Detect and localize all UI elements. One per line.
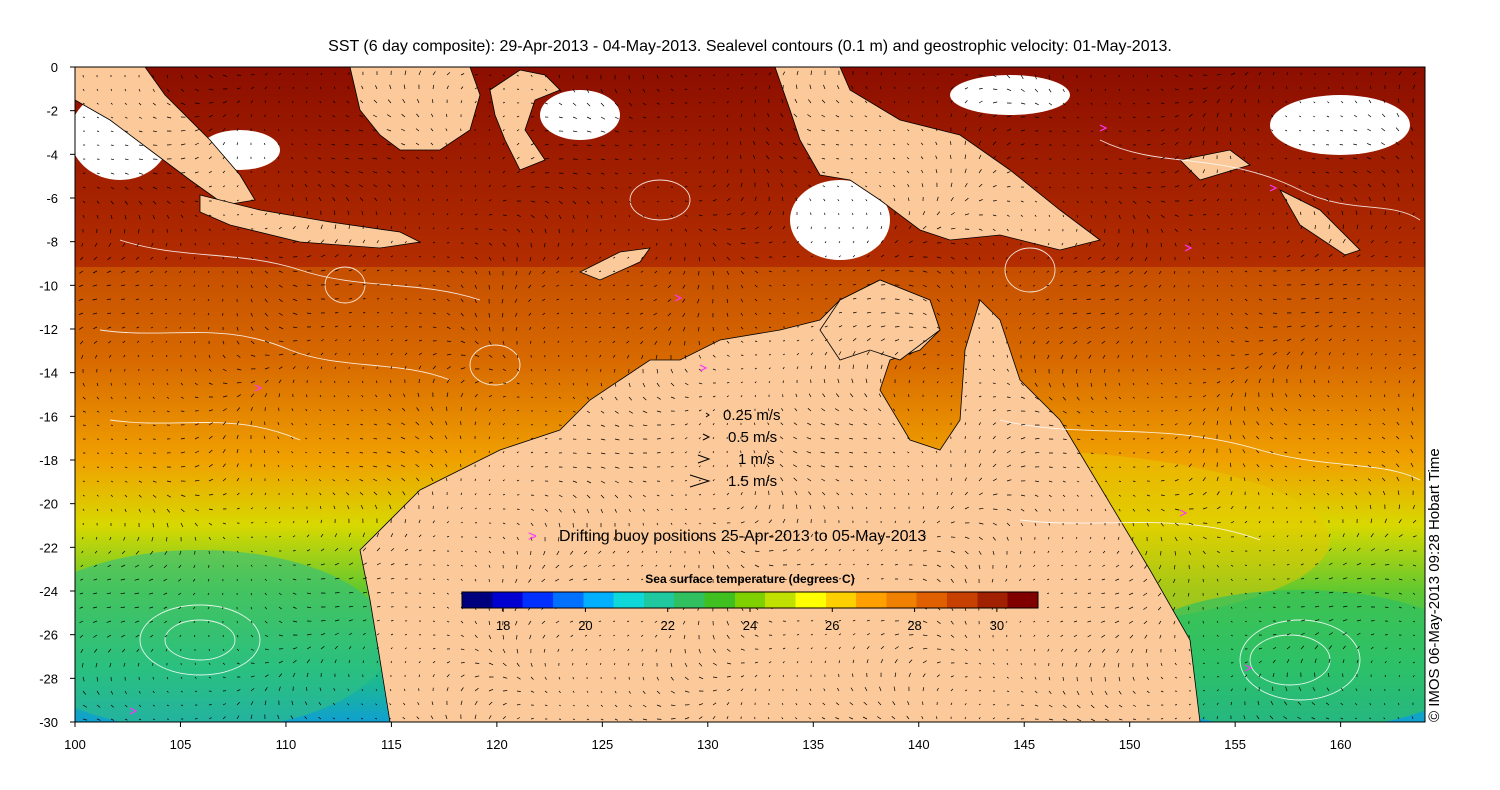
map-frame: [74, 66, 1426, 723]
colorbar-title: Sea surface temperature (degrees C): [645, 572, 854, 586]
x-tick-label: 145: [1013, 737, 1035, 752]
buoy-legend: > Drifting buoy positions 25-Apr-2013 to…: [528, 528, 926, 545]
x-tick-label: 130: [697, 737, 719, 752]
map-area: [75, 67, 1425, 722]
x-tick-label: 140: [908, 737, 930, 752]
sealevel-contours: [99, 139, 1421, 701]
y-tick-label: -10: [39, 278, 58, 293]
y-tick-label: -2: [46, 104, 58, 119]
x-tick-label: 100: [64, 737, 86, 752]
y-tick-label: -16: [39, 409, 58, 424]
y-tick-label: -4: [46, 147, 58, 162]
colorbar-tick-label: 22: [660, 618, 674, 633]
land-java: [199, 194, 422, 249]
x-tick-label: 135: [802, 737, 824, 752]
x-tick-label: 120: [486, 737, 508, 752]
colorbar-tick-label: 18: [496, 618, 510, 633]
land-arnhem: [819, 279, 941, 361]
y-tick-label: -26: [39, 628, 58, 643]
land-timor: [579, 247, 651, 281]
colorbar-tick-label: 20: [578, 618, 592, 633]
y-tick-label: 0: [51, 60, 58, 75]
velocity-arrow-1: [697, 454, 711, 464]
land-solomons: [1278, 189, 1361, 256]
velocity-label: 1 m/s: [738, 451, 775, 468]
velocity-arrow-1.5: [689, 474, 711, 488]
buoy-legend-label: Drifting buoy positions 25-Apr-2013 to 0…: [559, 528, 926, 545]
y-tick-label: -12: [39, 322, 58, 337]
y-tick-label: -28: [39, 671, 58, 686]
y-tick-label: -8: [46, 235, 58, 250]
y-tick-label: -14: [39, 366, 58, 381]
x-axis: 100 105 110 115 120 125 130 135 140 145 150 155 160: [64, 722, 1351, 752]
land-new-britain: [1179, 149, 1251, 181]
land: [75, 67, 1361, 722]
land-new-guinea: [774, 67, 1101, 251]
x-tick-label: 160: [1330, 737, 1352, 752]
y-tick-label: -24: [39, 584, 58, 599]
map-title: SST (6 day composite): 29-Apr-2013 - 04-…: [328, 38, 1172, 55]
y-axis: 0 -2 -4 -6 -8 -10 -12 -14 -16 -18 -20 -22 -24 -26 -28 -…: [39, 60, 75, 730]
x-tick-label: 105: [170, 737, 192, 752]
buoy-legend-symbol: >: [528, 528, 537, 545]
colorbar: Sea surface temperature (degrees C) 18 20…: [461, 572, 1039, 633]
land-sulawesi: [489, 69, 561, 171]
x-tick-label: 125: [591, 737, 613, 752]
velocity-arrow-0.25: [705, 412, 710, 418]
x-tick-label: 115: [381, 737, 402, 752]
land-sumatra: [75, 67, 256, 206]
colorbar-tick-label: 28: [907, 618, 921, 633]
y-tick-label: -18: [39, 453, 58, 468]
y-tick-label: -22: [39, 540, 58, 555]
velocity-arrow-0.5: [702, 433, 711, 441]
velocity-label: 1.5 m/s: [728, 473, 777, 490]
colorbar-tick-label: 30: [990, 618, 1004, 633]
y-tick-label: -20: [39, 497, 58, 512]
velocity-arrow-field: [78, 70, 1417, 722]
credit-text: © IMOS 06-May-2013 09:28 Hobart Time: [1426, 448, 1443, 722]
y-tick-label: -30: [39, 715, 58, 730]
velocity-label: 0.25 m/s: [723, 407, 781, 424]
colorbar-tick-label: 26: [825, 618, 839, 633]
colorbar-tick-label: 24: [743, 618, 757, 633]
x-tick-label: 150: [1119, 737, 1141, 752]
colorbar-scale: [461, 591, 1039, 609]
x-tick-label: 110: [276, 737, 297, 752]
x-tick-label: 155: [1224, 737, 1246, 752]
velocity-arrows: [78, 70, 1417, 722]
y-tick-label: -6: [46, 191, 58, 206]
velocity-legend: 0.25 m/s 0.5 m/s 1 m/s 1.5 m/s: [689, 407, 781, 490]
velocity-label: 0.5 m/s: [728, 429, 777, 446]
buoy-markers: [129, 124, 1278, 715]
